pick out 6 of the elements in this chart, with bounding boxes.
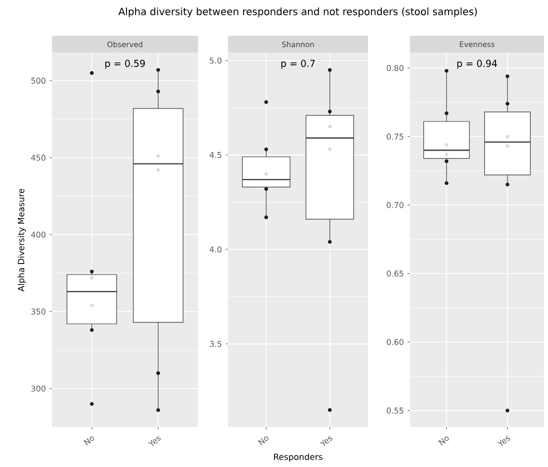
- annotation: p = 0.7: [281, 60, 315, 69]
- annotation: p = 0.94: [457, 60, 497, 69]
- x-axis-title: Responders: [274, 453, 322, 462]
- annotation: p = 0.59: [105, 60, 145, 69]
- y-axis-title: Alpha Diversity Measure: [18, 188, 26, 292]
- text: Alpha diversity between responders and not responders (stool samples): [118, 8, 477, 18]
